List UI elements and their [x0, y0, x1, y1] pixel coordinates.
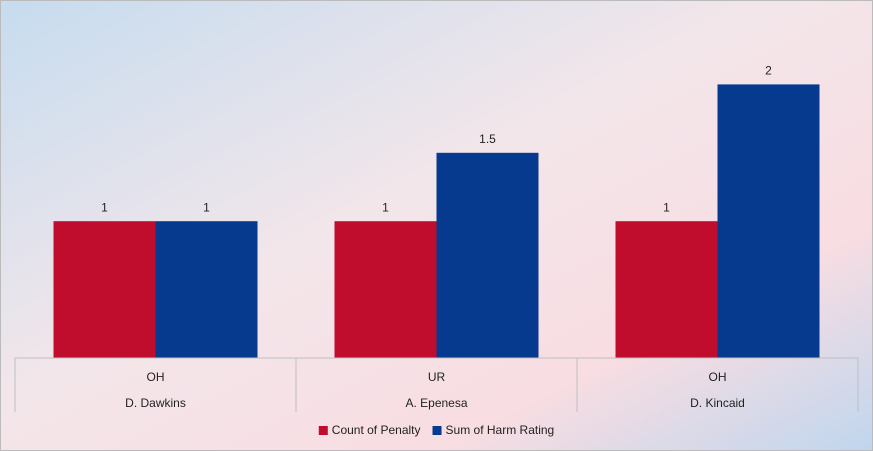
data-label: 1: [101, 200, 108, 214]
x-tick-label: OH: [147, 370, 165, 384]
x-group-label: D. Kincaid: [690, 396, 745, 410]
legend-swatch: [432, 426, 442, 435]
data-label: 1: [382, 200, 389, 214]
data-label: 1: [663, 200, 670, 214]
x-tick-label: UR: [428, 370, 446, 384]
legend-swatch: [318, 426, 328, 435]
bar: [53, 221, 156, 358]
data-label: 2: [765, 64, 772, 78]
bar: [436, 152, 539, 358]
legend-label: Count of Penalty: [332, 423, 421, 437]
x-group-label: D. Dawkins: [125, 396, 186, 410]
legend-label: Sum of Harm Rating: [446, 423, 555, 437]
data-label: 1.5: [479, 132, 496, 146]
bar: [717, 84, 820, 359]
bar: [334, 221, 437, 358]
bar: [615, 221, 718, 358]
bar: [155, 221, 258, 358]
data-label: 1: [203, 200, 210, 214]
x-tick-label: OH: [709, 370, 727, 384]
x-group-label: A. Epenesa: [405, 396, 467, 410]
